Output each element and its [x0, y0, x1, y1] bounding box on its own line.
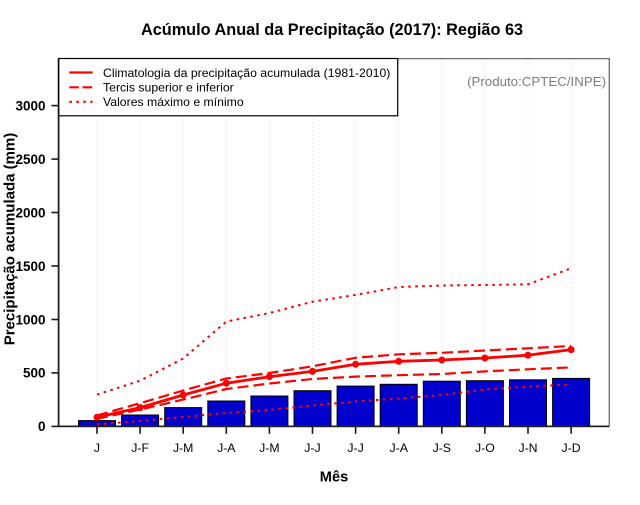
svg-text:1500: 1500: [15, 259, 45, 274]
svg-text:J-J: J-J: [347, 441, 363, 455]
svg-text:J-A: J-A: [389, 441, 408, 455]
svg-text:0: 0: [38, 419, 46, 434]
svg-text:(Produto:CPTEC/INPE): (Produto:CPTEC/INPE): [467, 74, 606, 89]
svg-text:J-F: J-F: [131, 441, 149, 455]
svg-text:J-D: J-D: [562, 441, 581, 455]
svg-text:J-S: J-S: [433, 441, 451, 455]
svg-text:2500: 2500: [15, 152, 45, 167]
svg-text:J-J: J-J: [304, 441, 320, 455]
svg-text:Tercis superior e inferior: Tercis superior e inferior: [103, 81, 234, 95]
svg-text:Climatologia da precipitação a: Climatologia da precipitação acumulada (…: [103, 66, 390, 80]
svg-text:Acúmulo Anual da Precipitação: Acúmulo Anual da Precipitação (2017): Re…: [141, 21, 523, 39]
svg-text:3000: 3000: [15, 98, 45, 113]
svg-text:J-M: J-M: [259, 441, 280, 455]
svg-text:J-A: J-A: [217, 441, 236, 455]
svg-text:Mês: Mês: [320, 470, 348, 486]
svg-text:Precipitação acumulada (mm): Precipitação acumulada (mm): [2, 133, 19, 346]
svg-text:J-M: J-M: [173, 441, 194, 455]
svg-text:Valores máximo e mínimo: Valores máximo e mínimo: [103, 95, 244, 109]
svg-text:J-N: J-N: [518, 441, 537, 455]
svg-text:500: 500: [23, 366, 46, 381]
svg-text:J: J: [94, 441, 100, 455]
svg-text:2000: 2000: [15, 205, 45, 220]
svg-text:J-O: J-O: [475, 441, 495, 455]
svg-text:1000: 1000: [15, 312, 45, 327]
